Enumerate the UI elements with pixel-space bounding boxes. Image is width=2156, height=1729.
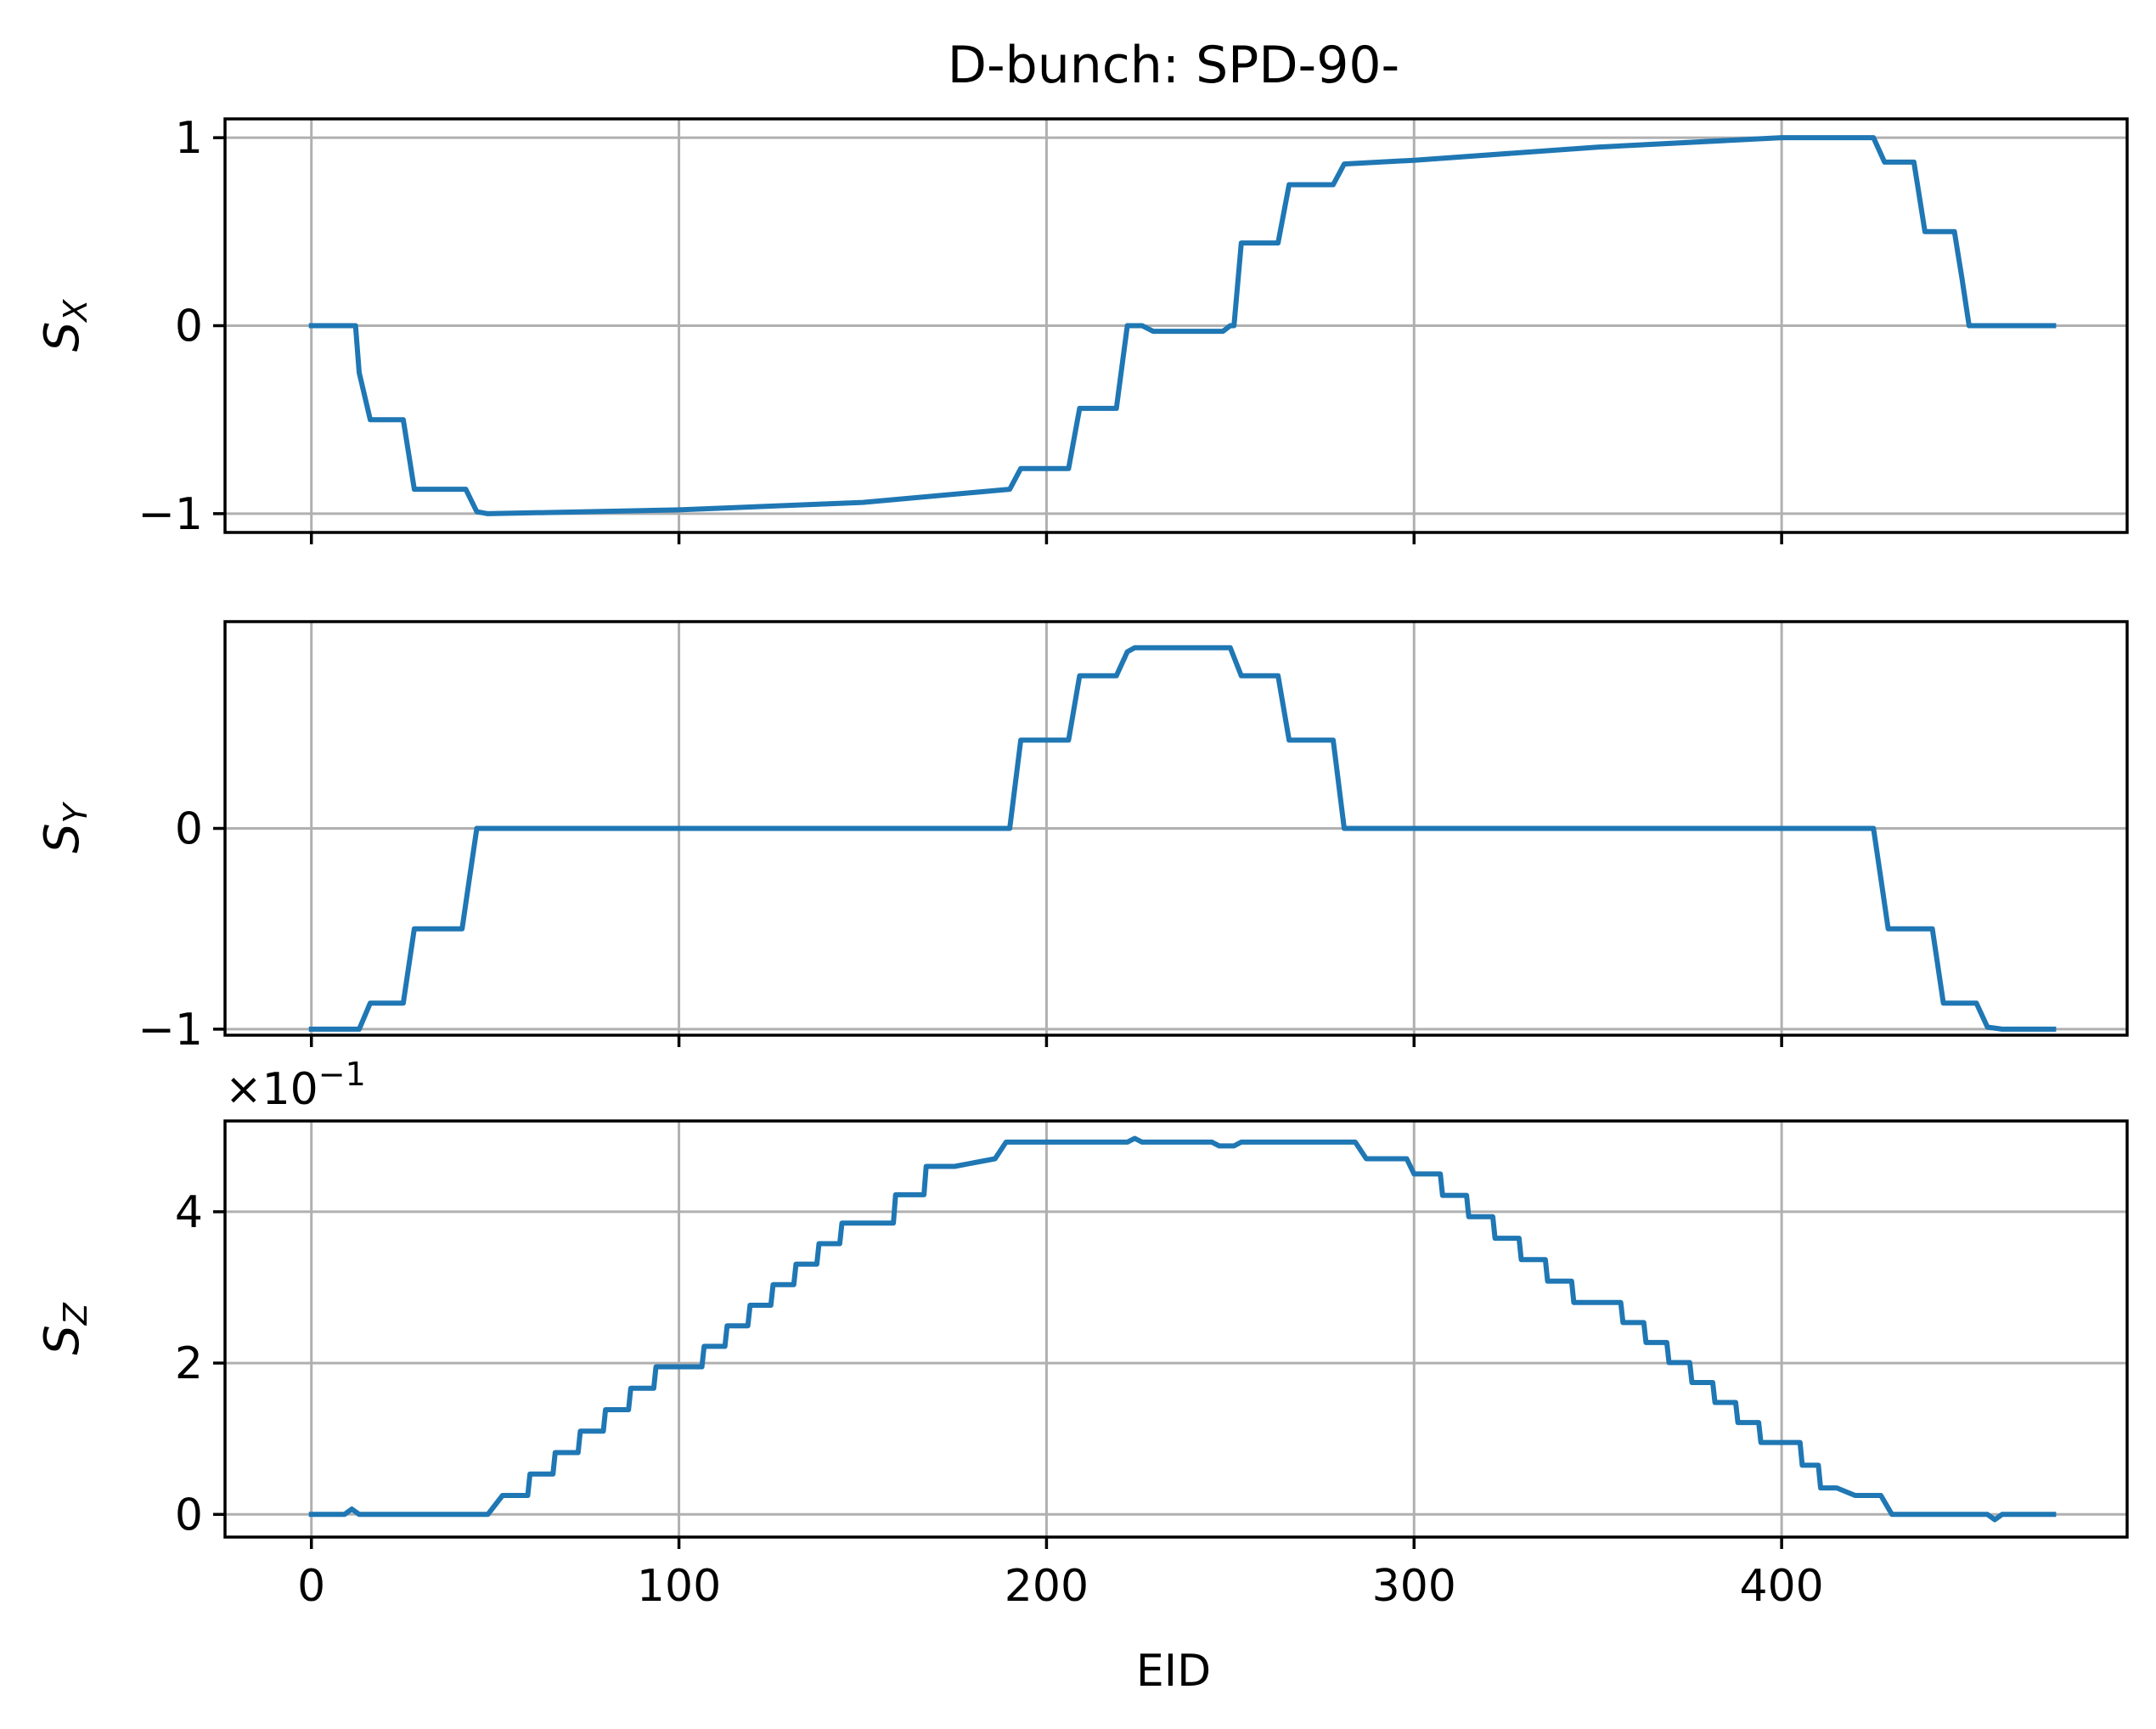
y-tick-label: −1 <box>138 1005 203 1056</box>
panel-sz: 0 100 200 300 400 0 2 4 SZ ×10−1 <box>35 1056 2129 1612</box>
y-axis-label-symbol: S <box>35 322 90 352</box>
axes-frame <box>223 620 2129 1037</box>
y-tick-label: 4 <box>175 1187 203 1238</box>
y-tick-label: 1 <box>175 113 203 164</box>
y-axis-label-subscript: Z <box>57 1302 94 1326</box>
y-axis-label-symbol: S <box>35 1325 90 1355</box>
y-scale-multiplier-exponent: −1 <box>318 1056 366 1093</box>
chart-title: D-bunch: SPD-90- <box>948 36 1399 95</box>
x-tick-label: 200 <box>1005 1561 1089 1612</box>
series-line-sx <box>308 135 2057 516</box>
y-tick-label: 0 <box>175 1490 203 1540</box>
x-tick-label: 100 <box>637 1561 721 1612</box>
panel-sy: −1 0 SY <box>35 620 2129 1056</box>
y-axis-label-subscript: X <box>57 299 94 324</box>
series-line-sz <box>308 1135 2057 1523</box>
y-axis-label-sy: SY <box>35 801 94 853</box>
y-axis-label-sz: SZ <box>35 1302 94 1355</box>
y-axis-label-symbol: S <box>35 823 90 853</box>
y-scale-multiplier: ×10−1 <box>225 1056 366 1115</box>
panel-sx: −1 0 1 SX <box>35 113 2129 544</box>
y-tick-label: −1 <box>138 489 203 540</box>
x-tick-label: 0 <box>297 1561 325 1612</box>
axes-frame <box>223 117 2129 534</box>
axes-frame <box>223 1119 2129 1539</box>
x-tick-label: 400 <box>1739 1561 1823 1612</box>
x-tick-label: 300 <box>1372 1561 1456 1612</box>
series-line-sy <box>308 645 2057 1032</box>
y-axis-label-subscript: Y <box>57 801 94 823</box>
y-tick-label: 2 <box>175 1338 203 1389</box>
y-tick-label: 0 <box>175 301 203 352</box>
y-axis-label-sx: SX <box>35 299 94 352</box>
y-scale-multiplier-base: ×10 <box>225 1064 318 1115</box>
y-tick-label: 0 <box>175 804 203 855</box>
x-axis-label: EID <box>1136 1646 1211 1697</box>
